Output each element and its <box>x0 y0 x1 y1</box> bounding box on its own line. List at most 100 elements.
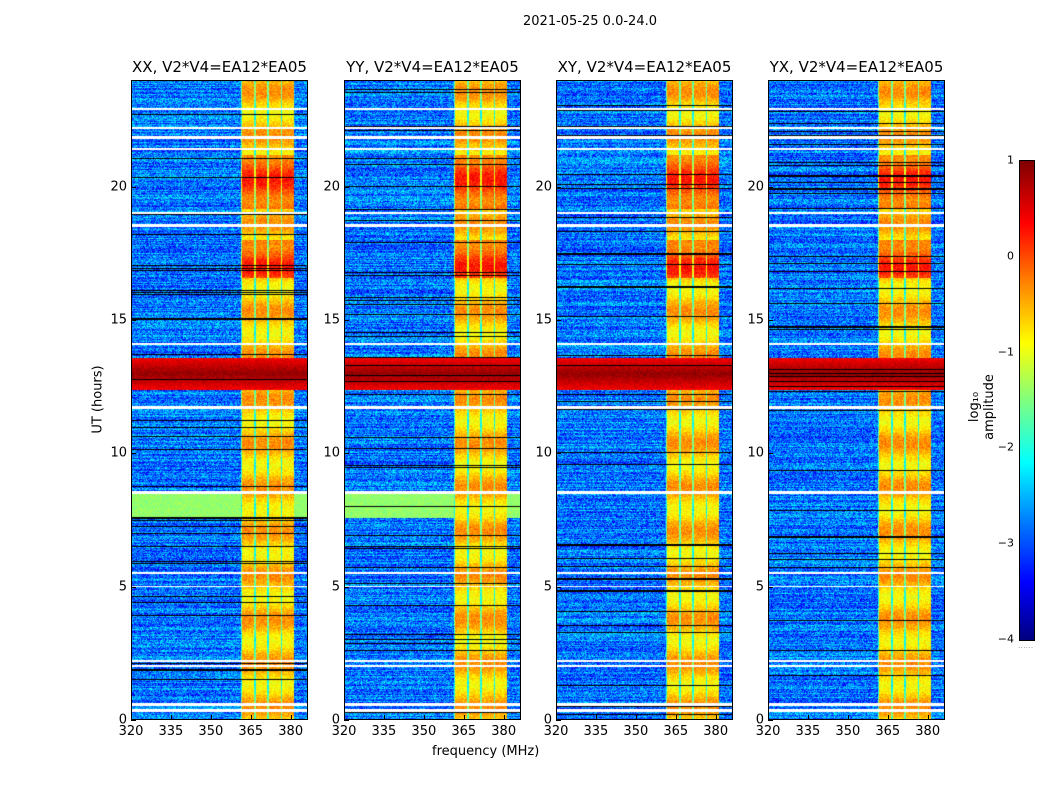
y-axis-label: UT (hours) <box>90 365 106 434</box>
y-tick <box>344 720 349 721</box>
x-tick-label: 365 <box>451 724 477 739</box>
x-tick <box>290 715 292 720</box>
x-tick-label: 335 <box>583 724 609 739</box>
x-tick-label: 350 <box>623 724 649 739</box>
colorbar-tick-label: 0 <box>1007 249 1014 263</box>
panel-4: YX, V2*V4=EA12*EA05 320 335 350 365 380 0 5 10 15… <box>747 58 945 739</box>
y-tick-label: 0 <box>331 712 340 728</box>
y-tick-label: 15 <box>747 312 764 328</box>
axes-frame <box>556 80 733 720</box>
x-tick-label: 320 <box>755 724 781 739</box>
x-tick-label: 380 <box>491 724 517 739</box>
y-tick <box>768 320 773 321</box>
x-tick-label: 365 <box>663 724 689 739</box>
colorbar-offset-marker: ...... <box>1018 641 1034 650</box>
colorbar <box>1019 160 1035 641</box>
x-tick <box>423 715 425 720</box>
x-tick-label: 380 <box>915 724 941 739</box>
x-tick <box>635 715 637 720</box>
x-tick-label: 335 <box>795 724 821 739</box>
panel-2: YY, V2*V4=EA12*EA05 320 335 350 365 380 0 5 10 15… <box>323 58 521 739</box>
panel-title: XX, V2*V4=EA12*EA05 <box>132 58 307 76</box>
heatmap-image <box>556 80 733 720</box>
y-tick <box>768 186 773 188</box>
x-tick-label: 350 <box>835 724 861 739</box>
y-tick <box>556 586 561 588</box>
x-tick <box>768 715 769 720</box>
colorbar-tick-label: 1 <box>1007 153 1014 167</box>
y-tick <box>131 586 136 588</box>
y-tick-label: 10 <box>323 445 340 461</box>
x-tick <box>503 715 505 720</box>
y-tick-label: 15 <box>110 312 127 328</box>
x-tick-label: 335 <box>371 724 397 739</box>
y-tick-label: 10 <box>110 445 127 461</box>
x-tick <box>807 715 809 720</box>
x-tick-label: 320 <box>118 724 144 739</box>
x-tick <box>344 715 345 720</box>
y-tick <box>131 320 136 321</box>
y-tick <box>344 186 349 188</box>
x-tick <box>250 715 252 720</box>
x-tick <box>847 715 849 720</box>
colorbar-tick-label: −2 <box>997 440 1014 454</box>
y-tick <box>344 586 349 588</box>
y-tick-label: 20 <box>323 179 340 195</box>
panel-title: XY, V2*V4=EA12*EA05 <box>557 58 732 76</box>
x-tick <box>556 715 557 720</box>
x-tick-label: 320 <box>543 724 569 739</box>
colorbar-label: log₁₀ amplitude <box>967 374 997 440</box>
y-tick-label: 5 <box>543 579 552 595</box>
colorbar-tick-label: −4 <box>997 632 1014 646</box>
axes-frame <box>344 80 521 720</box>
y-tick <box>556 720 561 721</box>
y-tick <box>131 186 136 188</box>
panel-title: YX, V2*V4=EA12*EA05 <box>769 58 944 76</box>
y-tick-label: 20 <box>110 179 127 195</box>
heatmap-image <box>768 80 945 720</box>
y-tick-label: 5 <box>118 579 127 595</box>
x-tick <box>927 715 929 720</box>
y-tick-label: 0 <box>755 712 764 728</box>
x-tick-label: 320 <box>331 724 357 739</box>
x-tick <box>463 715 465 720</box>
y-tick-label: 0 <box>543 712 552 728</box>
x-tick <box>383 715 385 720</box>
axes-frame <box>768 80 945 720</box>
y-tick <box>768 720 773 721</box>
x-tick-label: 380 <box>703 724 729 739</box>
x-tick-label: 365 <box>238 724 264 739</box>
colorbar-tick-label: −3 <box>997 536 1014 550</box>
y-tick-label: 20 <box>535 179 552 195</box>
y-tick-label: 15 <box>323 312 340 328</box>
x-tick-label: 350 <box>198 724 224 739</box>
y-tick-label: 20 <box>747 179 764 195</box>
y-tick <box>131 720 136 721</box>
colorbar-tick-label: −1 <box>997 345 1014 359</box>
x-axis-label: frequency (MHz) <box>432 744 540 759</box>
y-tick <box>556 320 561 321</box>
y-tick <box>131 453 136 455</box>
y-tick <box>344 320 349 321</box>
panel-1: XX, V2*V4=EA12*EA05 320 335 350 365 380 0 5 10 15… <box>110 58 308 739</box>
x-tick-label: 335 <box>158 724 184 739</box>
x-tick-label: 350 <box>411 724 437 739</box>
axes-frame <box>131 80 308 720</box>
panel-3: XY, V2*V4=EA12*EA05 320 335 350 365 380 0 5 10 15… <box>535 58 733 739</box>
x-tick-label: 365 <box>875 724 901 739</box>
y-tick <box>344 453 349 455</box>
heatmap-image <box>131 80 308 720</box>
y-tick <box>768 453 773 455</box>
y-tick-label: 0 <box>118 712 127 728</box>
x-tick <box>210 715 212 720</box>
x-tick-label: 380 <box>278 724 304 739</box>
y-tick-label: 5 <box>331 579 340 595</box>
y-tick <box>556 453 561 455</box>
x-tick <box>170 715 172 720</box>
x-tick <box>595 715 597 720</box>
x-tick <box>131 715 132 720</box>
y-tick <box>768 586 773 588</box>
x-tick <box>715 715 717 720</box>
y-tick-label: 10 <box>747 445 764 461</box>
